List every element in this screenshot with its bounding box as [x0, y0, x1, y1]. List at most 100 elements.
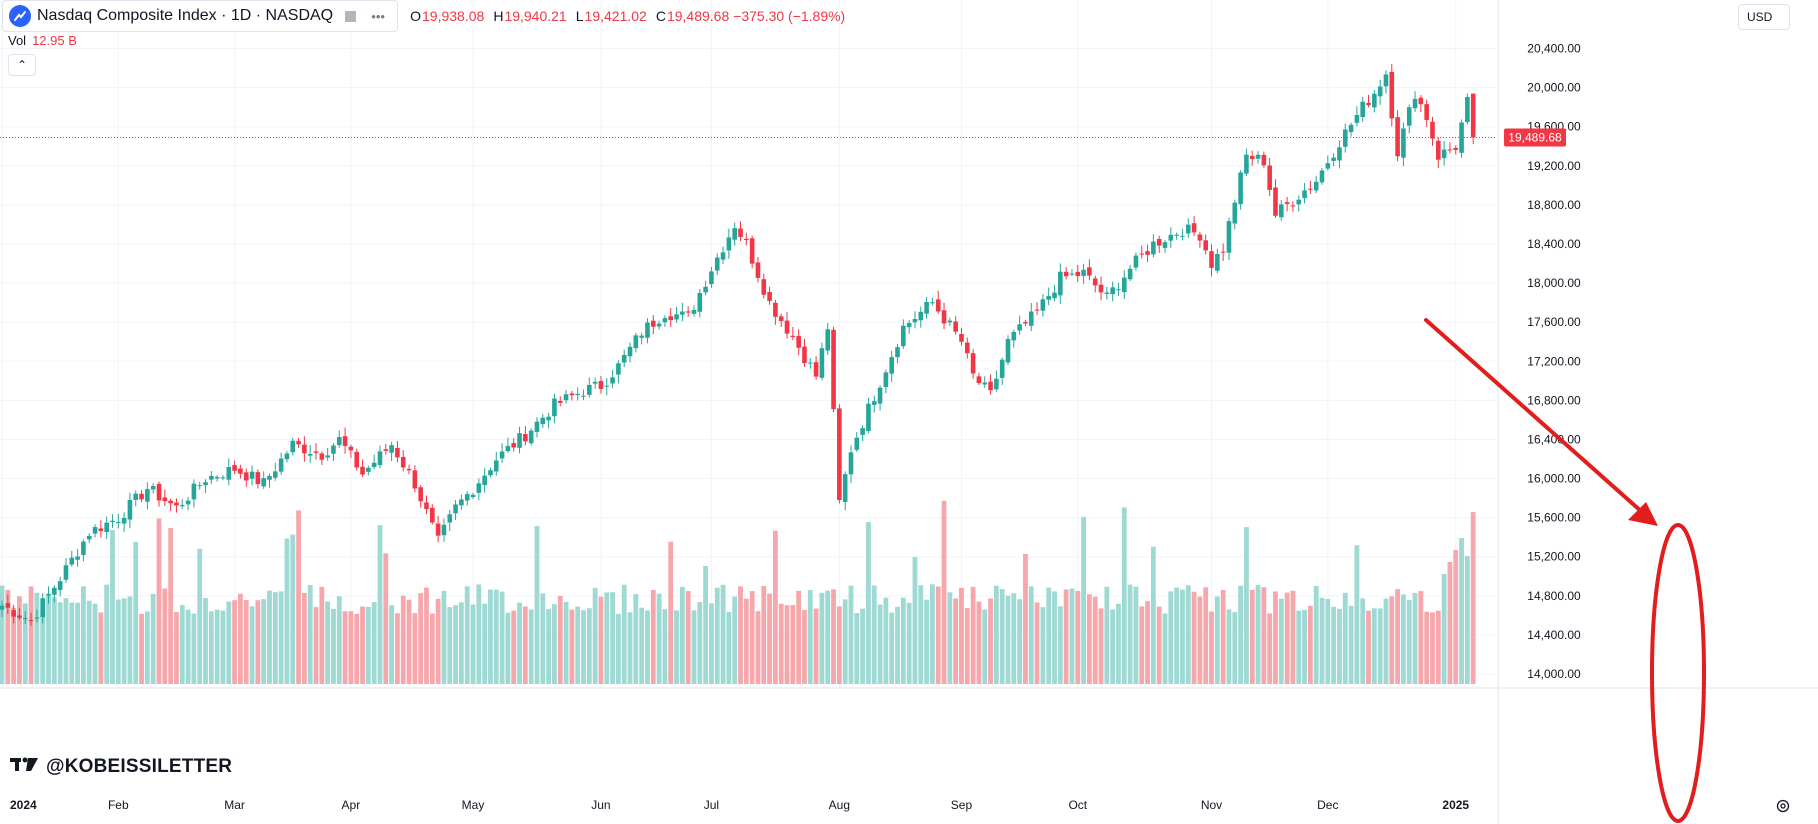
candle-body [418, 487, 423, 502]
volume-bar [418, 593, 424, 684]
candle-body [302, 444, 307, 454]
chart-header: Nasdaq Composite Index · 1D · NASDAQ •••… [0, 0, 845, 32]
volume-bar [1325, 598, 1331, 684]
volume-bar [1360, 598, 1366, 684]
candle-body [319, 453, 325, 460]
volume-bar [255, 600, 261, 684]
volume-bar [1098, 608, 1104, 684]
candle-body [354, 451, 360, 468]
volume-bar [1464, 556, 1470, 684]
volume-bar [819, 592, 825, 684]
volume-bar [133, 541, 139, 684]
candle-body [290, 440, 296, 453]
candle-body [714, 257, 720, 271]
volume-bar [1395, 589, 1400, 684]
more-dots-icon[interactable]: ••• [371, 8, 385, 24]
candle-body [534, 421, 540, 432]
candle-body [377, 451, 383, 466]
candle-body [34, 617, 40, 619]
volume-bar [92, 603, 98, 684]
compare-square-icon[interactable] [339, 5, 361, 27]
volume-bar [1267, 613, 1273, 684]
candle-body [633, 335, 639, 349]
volume-bar [767, 593, 772, 684]
candle-body [52, 587, 57, 595]
candle-body [1046, 296, 1051, 300]
volume-value: 12.95 B [32, 33, 77, 48]
volume-bar [1377, 608, 1383, 684]
volume-bar [720, 584, 726, 684]
candle-body [691, 309, 697, 314]
candle-body [313, 451, 319, 453]
volume-bar [1302, 609, 1307, 684]
volume-bar [1180, 589, 1185, 684]
settings-gear-icon[interactable] [1772, 795, 1794, 817]
volume-bar [121, 598, 127, 684]
volume-bar [959, 587, 964, 684]
volume-bar [1139, 606, 1145, 684]
volume-bar [586, 608, 592, 684]
candle-body [63, 565, 69, 580]
volume-bar [877, 604, 883, 684]
volume-bar [144, 611, 150, 684]
candle-body [238, 468, 243, 474]
volume-bar [738, 586, 743, 684]
symbol-selector[interactable]: Nasdaq Composite Index · 1D · NASDAQ ••• [2, 0, 399, 32]
candle-body [587, 384, 592, 395]
volume-bar [1232, 612, 1238, 684]
time-axis[interactable]: 2024 Feb Mar Apr May Jun Jul Aug Sep Oct Nov Dec 202… [10, 798, 1469, 812]
candle-body [895, 347, 900, 358]
candle-body [331, 445, 336, 454]
candle-body [790, 335, 796, 338]
volume-bar [464, 586, 470, 684]
volume-bar [424, 587, 429, 684]
candle-body [17, 615, 22, 618]
candle-body [1052, 292, 1057, 299]
volume-bar [854, 612, 860, 684]
candle-body [424, 502, 429, 510]
candle-body [685, 311, 691, 313]
volume-bar [191, 613, 197, 684]
price-axis-label: 20,000.00 [1527, 81, 1581, 95]
candle-body [360, 466, 365, 475]
candle-body [366, 467, 371, 472]
volume-bar [354, 613, 360, 684]
volume-bar [81, 586, 86, 684]
price-axis-label: 15,200.00 [1527, 550, 1581, 564]
time-axis-label: Jul [704, 798, 719, 812]
candle-body [261, 478, 266, 487]
candle-body [1092, 278, 1098, 286]
candle-body [1098, 284, 1104, 293]
candle-body [994, 378, 999, 390]
volume-bar [1162, 613, 1168, 684]
volume-bar [691, 610, 697, 684]
candle-body [0, 605, 5, 610]
last-price-label: 19,489.68 [1508, 130, 1562, 144]
candle-body [825, 329, 831, 351]
candle-body [1447, 149, 1453, 151]
volume-bar [1209, 611, 1214, 684]
candle-body [953, 321, 958, 332]
collapse-legend-button[interactable]: ⌃ [8, 54, 36, 76]
candle-body [1116, 289, 1121, 291]
candle-body [1279, 204, 1284, 218]
candle-body [575, 393, 580, 396]
candle-body [296, 441, 301, 445]
candle-body [1185, 224, 1191, 234]
volume-bar [185, 609, 191, 684]
currency-selector[interactable]: USD [1738, 4, 1790, 30]
candle-body [1040, 299, 1046, 311]
volume-bar [1203, 587, 1209, 684]
volume-bar [610, 592, 615, 684]
candle-body [761, 279, 767, 295]
candle-body [162, 497, 168, 502]
time-axis-label: 2024 [10, 798, 37, 812]
candle-body [139, 493, 144, 500]
time-axis-label: Sep [951, 798, 973, 812]
price-axis[interactable]: 20,400.0020,000.0019,600.0019,200.0018,8… [1504, 42, 1581, 682]
volume-bar [1034, 602, 1040, 684]
volume-bar [453, 605, 458, 684]
candle-body [22, 618, 28, 620]
candle-body [273, 471, 278, 478]
